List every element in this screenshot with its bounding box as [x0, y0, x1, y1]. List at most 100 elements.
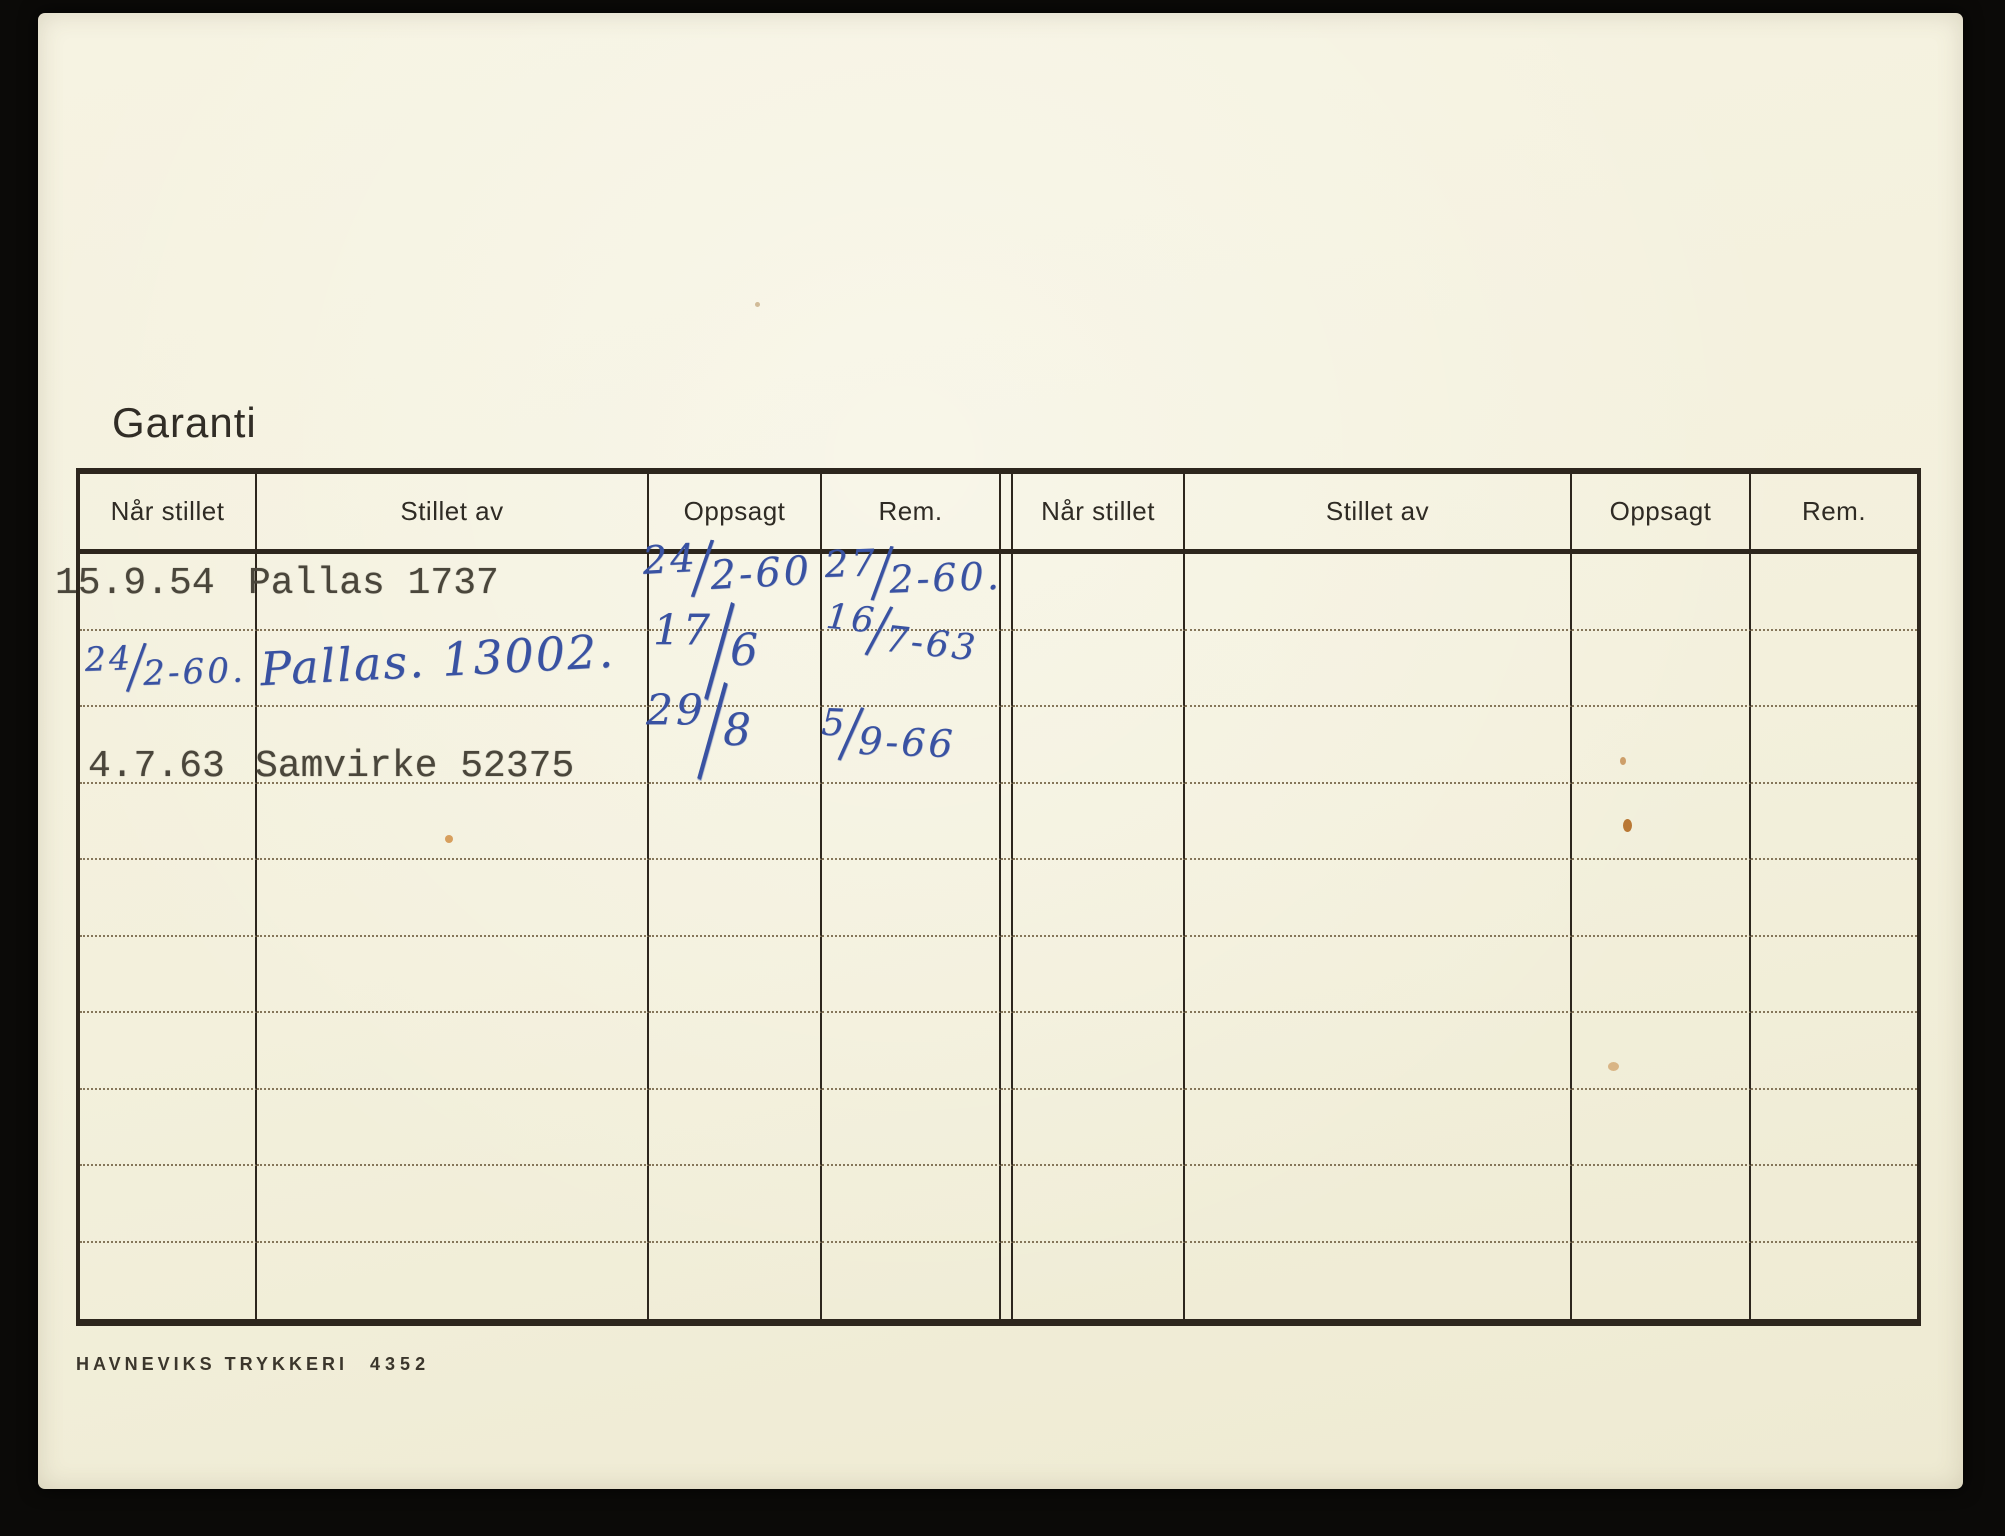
column-header-nar-stillet-right: Når stillet [1013, 474, 1185, 554]
table-cell [1013, 936, 1185, 1013]
table-cell [257, 1013, 649, 1090]
table-divider-cell [1001, 630, 1013, 707]
table-cell [1751, 1166, 1917, 1243]
table-divider-cell [1001, 860, 1013, 937]
table-cell [1185, 1089, 1572, 1166]
printer-form-number: 4352 [370, 1354, 431, 1374]
table-cell [822, 1242, 1001, 1319]
table-cell [1751, 707, 1917, 784]
table-cell [1013, 707, 1185, 784]
typed-entry-row3-nar-stillet: 4.7.63 [88, 745, 225, 788]
printer-name: HAVNEVIKS TRYKKERI [76, 1354, 349, 1374]
table-divider-cell [1001, 707, 1013, 784]
table-cell [80, 936, 257, 1013]
table-cell [1185, 783, 1572, 860]
typed-entry-row1-stillet-av: Pallas 1737 [248, 562, 499, 605]
table-cell [1572, 630, 1751, 707]
table-cell [257, 630, 649, 707]
table-cell [822, 860, 1001, 937]
table-cell [257, 1242, 649, 1319]
table-cell [80, 707, 257, 784]
table-cell [1185, 707, 1572, 784]
table-cell [1751, 1243, 1917, 1320]
table-divider-cell [1001, 783, 1013, 860]
column-header-oppsagt-left: Oppsagt [649, 474, 822, 554]
table-divider-cell [1001, 1166, 1013, 1243]
table-cell [80, 783, 257, 860]
table-cell [257, 1089, 649, 1166]
paper-stain [755, 302, 760, 307]
table-cell [822, 554, 1001, 631]
table-cell [80, 1013, 257, 1090]
paper-stain [1608, 1062, 1619, 1071]
column-header-stillet-av-left: Stillet av [257, 474, 649, 554]
handwritten-entry-row3-oppsagt: 29/8 [646, 650, 754, 809]
table-cell [1751, 631, 1917, 707]
column-header-nar-stillet-left: Når stillet [80, 474, 257, 554]
table-cell [822, 707, 1001, 784]
table-divider-cell [1001, 1242, 1013, 1319]
table-cell [1013, 1013, 1185, 1090]
table-cell [1185, 630, 1572, 707]
table-divider-cell [1001, 1013, 1013, 1090]
typed-entry-row1-nar-stillet: 15.9.54 [55, 562, 215, 605]
table-cell [1185, 936, 1572, 1013]
table-cell [1013, 1242, 1185, 1319]
table-cell [1013, 783, 1185, 860]
table-cell [1185, 1013, 1572, 1090]
garanti-table: Når stillet Stillet av Oppsagt Rem. Når … [76, 468, 1921, 1326]
table-cell [1572, 554, 1751, 631]
paper-stain [445, 835, 453, 843]
table-cell [649, 860, 822, 937]
table-cell [1013, 1089, 1185, 1166]
column-header-oppsagt-right: Oppsagt [1572, 474, 1751, 554]
table-cell [822, 630, 1001, 707]
table-cell [649, 554, 822, 631]
table-cell [649, 936, 822, 1013]
table-cell [649, 1166, 822, 1243]
table-cell [80, 554, 257, 631]
table-cell [1751, 860, 1917, 937]
table-cell [1185, 860, 1572, 937]
table-cell [1185, 554, 1572, 631]
table-cell [822, 1089, 1001, 1166]
table-cell [1572, 1013, 1751, 1090]
handwritten-entry-row2-nar-stillet: 24/2-60. [84, 628, 247, 704]
table-cell [257, 1166, 649, 1243]
table-cell [1572, 1166, 1751, 1243]
table-cell [822, 936, 1001, 1013]
table-cell [822, 783, 1001, 860]
table-cell [822, 1013, 1001, 1090]
table-cell [80, 1089, 257, 1166]
table-cell [1013, 1166, 1185, 1243]
handwritten-entry-row1-rem: 27/2-60. [823, 529, 1003, 614]
table-cell [80, 1242, 257, 1319]
table-cell [1751, 784, 1917, 860]
table-cell [1572, 936, 1751, 1013]
table-cell [649, 783, 822, 860]
index-card: Garanti Når stillet Stillet av Oppsagt R… [38, 13, 1963, 1489]
table-divider-cell [1001, 554, 1013, 631]
column-header-rem-right: Rem. [1751, 474, 1917, 554]
table-cell [257, 860, 649, 937]
printer-mark: HAVNEVIKS TRYKKERI 4352 [76, 1354, 430, 1375]
table-cell [1013, 860, 1185, 937]
table-cell [649, 1242, 822, 1319]
table-cell [1013, 630, 1185, 707]
table-cell [1185, 1166, 1572, 1243]
table-cell [257, 554, 649, 631]
table-cell [1751, 1090, 1917, 1166]
table-cell [257, 936, 649, 1013]
table-cell [649, 1013, 822, 1090]
table-cell [649, 707, 822, 784]
table-cell [649, 630, 822, 707]
paper-stain [1623, 819, 1632, 832]
typed-entry-row3-stillet-av: Samvirke 52375 [255, 745, 575, 788]
handwritten-entry-row2-oppsagt: 17/6 [653, 570, 761, 729]
table-cell [1751, 937, 1917, 1013]
table-cell [257, 707, 649, 784]
table-cell [1572, 783, 1751, 860]
page-title: Garanti [112, 399, 257, 446]
table-cell [80, 630, 257, 707]
